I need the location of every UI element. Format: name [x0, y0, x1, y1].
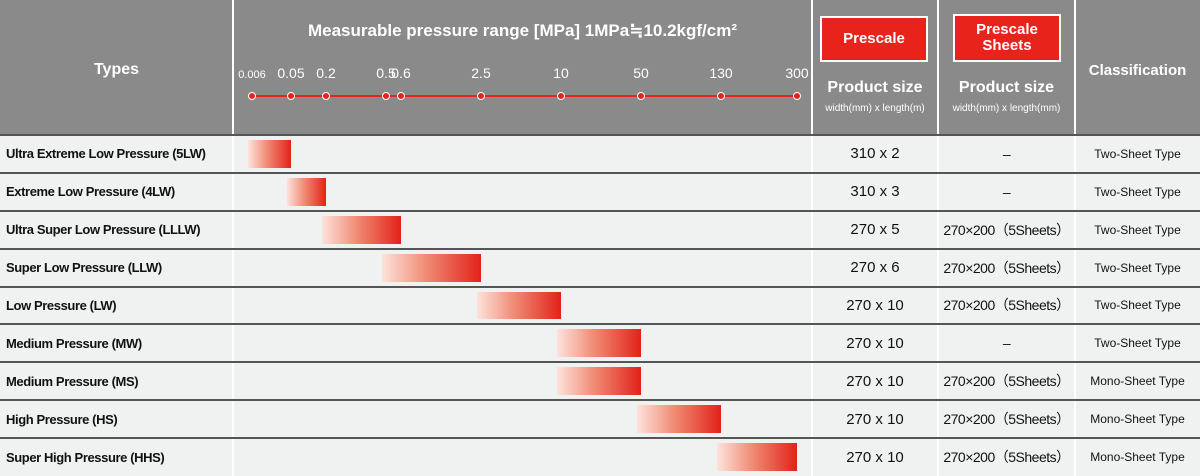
classification: Mono-Sheet Type	[1090, 450, 1185, 465]
row-separator	[0, 323, 1200, 326]
range-bar	[322, 215, 401, 244]
scale-tick-label: 300	[785, 65, 809, 81]
scale-tick-label: 10	[553, 65, 569, 81]
type-label: Super Low Pressure (LLW)	[6, 260, 162, 276]
scale-tick-label: 0.5	[376, 65, 396, 81]
classification: Two-Sheet Type	[1094, 298, 1181, 313]
row-separator	[0, 247, 1200, 250]
sheet-size: 270×200（5Sheets）	[943, 297, 1070, 314]
product-size: 310 x 2	[850, 145, 900, 163]
range-bar	[477, 291, 561, 320]
classification-header: Classification	[1075, 50, 1200, 90]
range-bar	[557, 367, 641, 396]
sheet-size: 270×200（5Sheets）	[943, 221, 1070, 238]
type-label: Super High Pressure (HHS)	[6, 449, 165, 465]
scale-tick	[557, 92, 565, 100]
classification: Two-Sheet Type	[1094, 146, 1181, 161]
range-bar	[248, 140, 291, 168]
product-size: 270 x 10	[846, 334, 904, 352]
sheet-size: 270×200（5Sheets）	[943, 373, 1070, 390]
product-size: 270 x 10	[846, 448, 904, 466]
scale-tick-label: 0.6	[391, 65, 411, 81]
row-separator	[0, 209, 1200, 212]
row-separator	[0, 171, 1200, 174]
sheet-size: –	[1002, 145, 1011, 162]
range-title: Measurable pressure range [MPa] 1MPa≒10.…	[233, 16, 812, 46]
product-size-header: Product size	[938, 76, 1075, 100]
classification: Two-Sheet Type	[1094, 336, 1181, 351]
classification: Two-Sheet Type	[1094, 184, 1181, 199]
type-label: Extreme Low Pressure (4LW)	[6, 184, 175, 200]
classification: Mono-Sheet Type	[1090, 412, 1185, 427]
range-bar	[287, 177, 326, 206]
type-label: Ultra Extreme Low Pressure (5LW)	[6, 146, 206, 162]
sheet-size: 270×200（5Sheets）	[943, 259, 1070, 276]
type-label: Ultra Super Low Pressure (LLLW)	[6, 222, 201, 238]
scale-tick	[793, 92, 801, 100]
scale-tick-label: 50	[633, 65, 649, 81]
row-separator	[0, 285, 1200, 288]
range-bar	[717, 443, 797, 471]
type-label: Low Pressure (LW)	[6, 297, 117, 313]
types-header: Types	[0, 50, 233, 90]
scale-tick-label: 0.05	[277, 65, 304, 81]
classification: Two-Sheet Type	[1094, 222, 1181, 237]
product-size: 270 x 10	[846, 372, 904, 390]
scale-tick	[477, 92, 485, 100]
product-size: 270 x 10	[846, 410, 904, 428]
product-size: 270 x 6	[850, 259, 900, 277]
row-separator	[0, 361, 1200, 364]
scale-tick-label: 0.006	[238, 69, 266, 81]
classification: Two-Sheet Type	[1094, 260, 1181, 275]
scale-tick	[717, 92, 725, 100]
scale-tick-label: 0.2	[316, 65, 336, 81]
divider	[811, 0, 813, 476]
classification: Mono-Sheet Type	[1090, 374, 1185, 389]
product-size: 270 x 5	[850, 221, 900, 239]
prescale-badge: Prescale	[820, 16, 928, 62]
scale-tick-label: 2.5	[471, 65, 491, 81]
sheet-size: –	[1002, 335, 1011, 352]
row-separator	[0, 134, 1200, 136]
sheet-size: –	[1002, 183, 1011, 200]
scale-tick	[637, 92, 645, 100]
scale-tick	[287, 92, 295, 100]
product-size: 310 x 3	[850, 183, 900, 201]
row-separator	[0, 399, 1200, 402]
product-size-unit: width(mm) x length(mm)	[938, 100, 1075, 116]
scale: 0.006 0.05 0.2 0.50.6 2.5 10 50 130 300	[238, 65, 809, 100]
range-bar	[637, 405, 721, 434]
scale-tick	[248, 92, 256, 100]
sheet-size: 270×200（5Sheets）	[943, 449, 1070, 466]
row-separator	[0, 437, 1200, 440]
range-bar	[557, 329, 641, 358]
sheet-size: 270×200（5Sheets）	[943, 411, 1070, 428]
scale-tick	[322, 92, 330, 100]
scale-tick	[397, 92, 405, 100]
prescale-sheets-badge: Prescale Sheets	[953, 14, 1061, 62]
product-size-header: Product size	[812, 76, 938, 100]
type-label: High Pressure (HS)	[6, 411, 118, 427]
divider	[1074, 0, 1076, 476]
type-label: Medium Pressure (MW)	[6, 335, 142, 351]
product-size: 270 x 10	[846, 296, 904, 314]
scale-tick-label: 130	[709, 65, 733, 81]
divider	[232, 0, 234, 476]
range-bar	[382, 253, 481, 282]
divider	[937, 0, 939, 476]
type-label: Medium Pressure (MS)	[6, 373, 139, 389]
product-size-unit: width(mm) x length(m)	[812, 100, 938, 116]
scale-tick	[382, 92, 390, 100]
